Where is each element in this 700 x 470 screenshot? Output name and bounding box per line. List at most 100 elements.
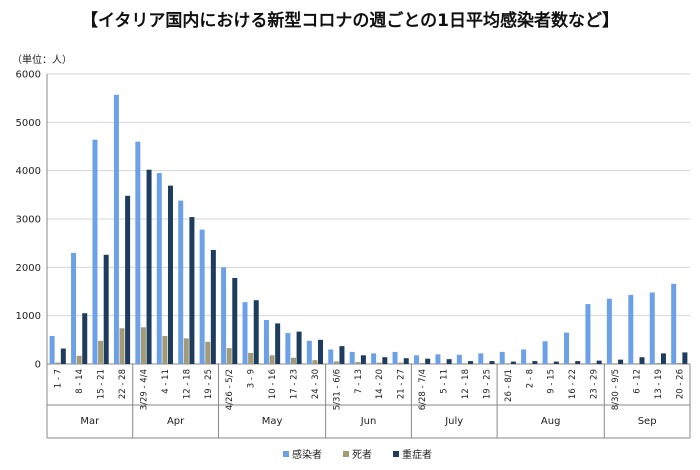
x-tick-label: 4 - 11 xyxy=(161,369,171,394)
bar-severe xyxy=(382,357,388,364)
chart-title: 【イタリア国内における新型コロナの週ごとの1日平均感染者数など】 xyxy=(81,11,619,31)
bar-infected xyxy=(649,292,655,364)
legend-label: 死者 xyxy=(352,449,372,461)
bar-infected xyxy=(113,94,119,365)
x-tick-label: 4/26 - 5/2 xyxy=(225,369,235,410)
bar-deaths xyxy=(569,363,575,364)
bar-severe xyxy=(253,300,259,364)
x-tick-label: 6 - 12 xyxy=(632,369,642,394)
bar-infected xyxy=(671,283,677,364)
bar-deaths xyxy=(269,355,275,364)
bar-infected xyxy=(263,320,269,364)
bar-deaths xyxy=(205,341,211,364)
bar-severe xyxy=(167,185,173,364)
bar-severe xyxy=(275,323,281,364)
x-tick-label: 26 - 8/1 xyxy=(504,369,514,402)
y-tick-label: 5000 xyxy=(16,118,41,129)
bar-deaths xyxy=(119,328,125,364)
bar-severe xyxy=(639,357,645,364)
x-tick-label: 3/29 - 4/4 xyxy=(139,369,149,410)
bar-severe xyxy=(296,331,302,364)
bar-severe xyxy=(468,361,474,364)
x-tick-label: 7 - 13 xyxy=(354,369,364,394)
bar-deaths xyxy=(140,327,146,364)
bar-infected xyxy=(435,354,441,364)
month-label: Mar xyxy=(80,416,100,427)
bar-infected xyxy=(585,304,591,364)
bar-infected xyxy=(92,139,98,364)
x-tick-label: 21 - 27 xyxy=(397,369,407,399)
month-label: Jun xyxy=(360,416,377,427)
bar-infected xyxy=(521,349,527,364)
bar-infected xyxy=(178,200,184,364)
legend-swatch xyxy=(393,451,399,457)
bar-deaths xyxy=(526,363,532,364)
x-tick-label: 22 - 28 xyxy=(118,369,128,399)
month-label: Aug xyxy=(541,416,561,427)
bar-infected xyxy=(392,351,398,364)
bar-deaths xyxy=(290,357,296,364)
bar-deaths xyxy=(183,338,189,364)
x-tick-label: 14 - 20 xyxy=(375,369,385,399)
axes: 0 1000 2000 3000 4000 5000 6000 1 - 7 8 - 14 15 -… xyxy=(16,70,691,439)
bar-severe xyxy=(510,361,516,364)
bar-infected xyxy=(199,229,205,364)
x-tick-label: 24 - 30 xyxy=(311,369,321,399)
bar-infected xyxy=(478,353,484,364)
bar-deaths xyxy=(548,363,554,364)
bar-deaths xyxy=(655,363,661,364)
bar-infected xyxy=(628,294,634,364)
bar-infected xyxy=(242,302,248,364)
x-tick-label: 15 - 21 xyxy=(97,369,107,399)
x-tick-label: 6/28 - 7/4 xyxy=(418,369,428,410)
bar-severe xyxy=(618,359,624,364)
bar-infected xyxy=(542,341,548,364)
x-tick-label: 5 - 11 xyxy=(440,369,450,394)
bar-deaths xyxy=(441,363,447,364)
x-tick-label: 9 - 15 xyxy=(547,369,557,394)
x-tick-label: 19 - 25 xyxy=(204,369,214,399)
bar-severe xyxy=(489,361,495,364)
bar-severe xyxy=(532,361,538,364)
y-tick-label: 0 xyxy=(35,360,41,371)
bar-deaths xyxy=(419,363,425,364)
x-tick-label: 19 - 25 xyxy=(482,369,492,399)
legend-swatch xyxy=(343,451,349,457)
x-tick-label: 8/30 - 9/5 xyxy=(611,369,621,410)
unit-label: （単位：人） xyxy=(12,55,72,66)
y-tick-label: 4000 xyxy=(16,166,41,177)
bar-severe xyxy=(189,217,195,364)
grid-lines xyxy=(47,73,690,365)
x-tick-label: 3 - 9 xyxy=(247,369,257,388)
bar-severe xyxy=(232,277,238,364)
y-tick-label: 2000 xyxy=(16,263,41,274)
x-tick-label: 13 - 19 xyxy=(654,369,664,399)
month-label: July xyxy=(444,416,463,427)
x-tick-label: 10 - 16 xyxy=(268,369,278,399)
x-tick-label: 23 - 29 xyxy=(590,369,600,399)
bar-infected xyxy=(49,335,55,364)
bar-infected xyxy=(221,267,227,364)
bar-deaths xyxy=(483,363,489,364)
bar-severe xyxy=(446,359,452,364)
bar-severe xyxy=(360,355,366,364)
bar-severe xyxy=(682,352,688,364)
bar-severe xyxy=(82,313,88,364)
bar-deaths xyxy=(333,361,339,364)
x-tick-label: 12 - 18 xyxy=(461,369,471,399)
bar-severe xyxy=(403,358,409,364)
x-tick-label: 1 - 7 xyxy=(54,369,64,388)
bar-severe xyxy=(553,361,559,364)
x-tick-label: 17 - 23 xyxy=(289,369,299,399)
month-label: Apr xyxy=(167,416,185,427)
bar-severe xyxy=(660,353,666,364)
legend-label: 感染者 xyxy=(292,448,322,461)
bar-infected xyxy=(499,351,505,364)
x-tick-label: 5/31 - 6/6 xyxy=(332,369,342,410)
bar-deaths xyxy=(462,363,468,364)
bar-deaths xyxy=(312,360,318,364)
bar-severe xyxy=(425,358,431,364)
bar-deaths xyxy=(226,348,232,364)
month-label: May xyxy=(262,416,283,427)
